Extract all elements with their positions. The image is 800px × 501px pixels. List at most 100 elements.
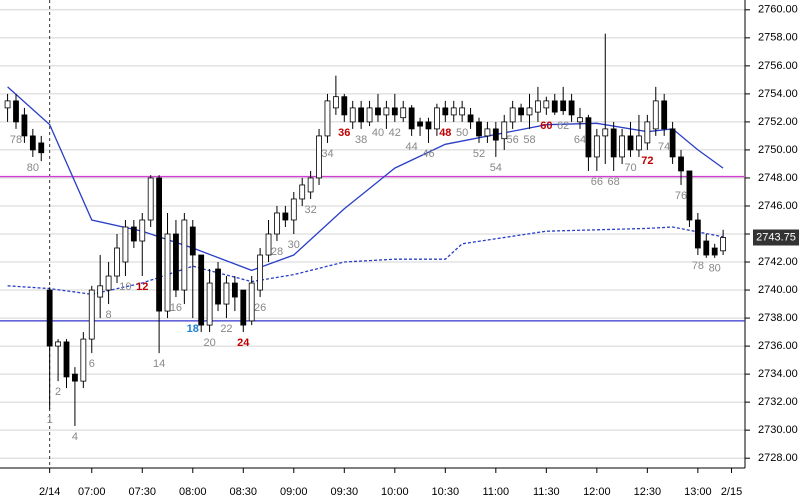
candle-body	[130, 226, 137, 242]
bar-number: 76	[675, 190, 687, 202]
candle-body	[114, 247, 120, 277]
bar-number: 8	[106, 309, 112, 321]
candle-body	[72, 373, 78, 382]
bar-number: 78	[692, 260, 704, 272]
candle-body	[568, 100, 575, 116]
candle-body	[543, 100, 550, 109]
bar-number: 80	[27, 162, 39, 174]
candle-body	[274, 212, 280, 235]
bar-number: 56	[507, 134, 519, 146]
candle-body	[181, 219, 188, 291]
y-tick-label: 2734.00	[758, 368, 798, 380]
bar-number: 2	[55, 386, 61, 398]
candle-body	[307, 177, 314, 193]
bar-number: 80	[709, 263, 721, 275]
bar-number: 44	[406, 141, 418, 153]
candle-body	[122, 226, 129, 263]
y-tick-label: 2738.00	[758, 312, 798, 324]
y-tick-label: 2750.00	[758, 144, 798, 156]
bar-number: 60	[540, 120, 552, 132]
candle-body	[29, 135, 36, 151]
y-tick-label: 2754.00	[758, 88, 798, 100]
bar-number: 12	[136, 281, 148, 293]
candle-body	[139, 219, 146, 242]
bar-number: 66	[591, 176, 603, 188]
candle-body	[383, 107, 390, 116]
bar-number: 26	[254, 302, 266, 314]
x-tick-label: 08:00	[179, 486, 207, 498]
candle-body	[206, 282, 213, 326]
candle-body	[198, 254, 205, 326]
y-tick-label: 2756.00	[758, 60, 798, 72]
y-tick-label: 2748.00	[758, 172, 798, 184]
candle-body	[391, 107, 398, 116]
bar-number: 42	[389, 127, 401, 139]
x-tick-label: 11:00	[482, 486, 509, 498]
bar-number: 64	[574, 134, 586, 146]
candle-body	[366, 107, 373, 123]
last-price-label: 2743.75	[756, 231, 796, 243]
bar-number: 50	[456, 127, 468, 139]
candle-body	[375, 107, 381, 116]
candle-body	[669, 128, 676, 158]
candle-body	[46, 289, 53, 347]
candle-body	[627, 135, 634, 151]
x-tick-label: 2/15	[721, 486, 742, 498]
candle-body	[509, 107, 516, 123]
candle-body	[231, 282, 238, 298]
candle-body	[652, 100, 659, 130]
bar-number: 48	[439, 127, 451, 139]
bar-number: 18	[187, 323, 199, 335]
candle-body	[349, 107, 356, 123]
bar-number: 74	[658, 141, 670, 153]
bar-number: 38	[355, 134, 367, 146]
x-tick-label: 09:30	[331, 486, 359, 498]
bar-number: 30	[288, 239, 300, 251]
bar-number: 36	[338, 127, 350, 139]
y-tick-label: 2740.00	[758, 284, 798, 296]
candle-body	[21, 114, 28, 137]
x-tick-label: 12:00	[583, 486, 611, 498]
x-tick-label: 10:30	[432, 486, 460, 498]
candle-body	[147, 177, 154, 221]
x-tick-label: 12:30	[634, 486, 662, 498]
bar-number: 22	[220, 323, 232, 335]
candle-body	[644, 121, 651, 144]
candle-body	[189, 226, 196, 256]
bar-number: 34	[321, 148, 333, 160]
bar-number: 54	[490, 162, 502, 174]
candle-body	[484, 128, 491, 137]
moving-average	[7, 86, 724, 272]
candle-body	[400, 107, 407, 119]
candle-body	[535, 100, 541, 113]
candle-body	[215, 268, 221, 305]
candle-body	[13, 100, 19, 123]
x-tick-label: 09:00	[280, 486, 308, 498]
candle-body	[518, 107, 524, 116]
candle-body	[686, 170, 693, 221]
candle-body	[282, 212, 289, 221]
candle-body	[425, 121, 432, 130]
candle-body	[593, 135, 600, 158]
bar-number: 58	[523, 134, 535, 146]
candle-body	[358, 107, 365, 123]
y-tick-label: 2752.00	[758, 116, 798, 128]
candle-body	[551, 100, 558, 113]
y-tick-label: 2732.00	[758, 396, 798, 408]
y-tick-label: 2760.00	[758, 4, 798, 16]
bar-number: 78	[10, 134, 22, 146]
bar-number: 62	[557, 120, 569, 132]
candle-body	[636, 135, 642, 151]
bar-number: 20	[203, 337, 215, 349]
y-tick-label: 2736.00	[758, 340, 798, 352]
candle-body	[38, 142, 45, 154]
candle-body	[164, 233, 171, 312]
x-tick-label: 10:00	[381, 486, 409, 498]
bar-number: 28	[271, 246, 283, 258]
candle-body	[459, 107, 466, 116]
candle-body	[492, 128, 499, 141]
candle-body	[577, 117, 583, 123]
candle-body	[55, 341, 61, 347]
